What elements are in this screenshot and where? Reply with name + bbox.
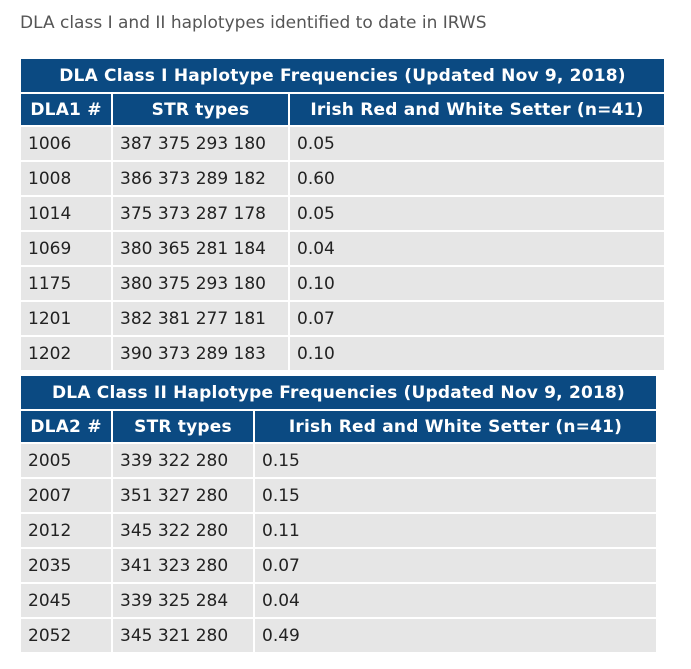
str-types-cell: 380 365 281 184 [113,232,288,265]
table-row: 1006 387 375 293 180 0.05 [21,127,664,160]
haplotype-id-cell: 2052 [21,619,111,652]
frequency-cell: 0.04 [290,232,664,265]
haplotype-id-cell: 1006 [21,127,111,160]
str-types-cell: 386 373 289 182 [113,162,288,195]
table-row: 2052 345 321 280 0.49 [21,619,656,652]
table-row: 2035 341 323 280 0.07 [21,549,656,582]
table-row: 1202 390 373 289 183 0.10 [21,337,664,370]
page-title: DLA class I and II haplotypes identified… [20,13,487,33]
table-row: 1069 380 365 281 184 0.04 [21,232,664,265]
str-types-cell: 380 375 293 180 [113,267,288,300]
frequency-cell: 0.11 [255,514,656,547]
table-row: 1014 375 373 287 178 0.05 [21,197,664,230]
haplotype-id-cell: 2045 [21,584,111,617]
class1-header-str: STR types [113,94,288,125]
frequency-cell: 0.15 [255,444,656,477]
class2-header-dla: DLA2 # [21,411,111,442]
class1-haplotype-table: DLA Class I Haplotype Frequencies (Updat… [19,57,666,372]
class2-table-body: 2005 339 322 280 0.15 2007 351 327 280 0.15 20… [21,444,656,652]
haplotype-id-cell: 2007 [21,479,111,512]
haplotype-id-cell: 2005 [21,444,111,477]
class2-haplotype-table: DLA Class II Haplotype Frequencies (Upda… [19,374,658,654]
haplotype-id-cell: 2012 [21,514,111,547]
haplotype-id-cell: 2035 [21,549,111,582]
str-types-cell: 375 373 287 178 [113,197,288,230]
frequency-cell: 0.60 [290,162,664,195]
frequency-cell: 0.10 [290,337,664,370]
haplotype-id-cell: 1008 [21,162,111,195]
table-row: 2012 345 322 280 0.11 [21,514,656,547]
table-row: 1201 382 381 277 181 0.07 [21,302,664,335]
table-row: 2007 351 327 280 0.15 [21,479,656,512]
str-types-cell: 339 322 280 [113,444,253,477]
table-row: 1175 380 375 293 180 0.10 [21,267,664,300]
frequency-cell: 0.49 [255,619,656,652]
str-types-cell: 339 325 284 [113,584,253,617]
frequency-cell: 0.07 [255,549,656,582]
str-types-cell: 387 375 293 180 [113,127,288,160]
str-types-cell: 345 321 280 [113,619,253,652]
str-types-cell: 341 323 280 [113,549,253,582]
frequency-cell: 0.05 [290,197,664,230]
str-types-cell: 382 381 277 181 [113,302,288,335]
class1-table-caption: DLA Class I Haplotype Frequencies (Updat… [21,59,664,92]
haplotype-id-cell: 1202 [21,337,111,370]
class1-table-body: 1006 387 375 293 180 0.05 1008 386 373 289 1… [21,127,664,370]
frequency-cell: 0.10 [290,267,664,300]
str-types-cell: 345 322 280 [113,514,253,547]
table-row: 2005 339 322 280 0.15 [21,444,656,477]
frequency-cell: 0.04 [255,584,656,617]
str-types-cell: 351 327 280 [113,479,253,512]
class1-header-dla: DLA1 # [21,94,111,125]
class1-header-breed: Irish Red and White Setter (n=41) [290,94,664,125]
frequency-cell: 0.15 [255,479,656,512]
haplotype-id-cell: 1014 [21,197,111,230]
class2-table-caption: DLA Class II Haplotype Frequencies (Upda… [21,376,656,409]
frequency-cell: 0.05 [290,127,664,160]
frequency-cell: 0.07 [290,302,664,335]
table-row: 1008 386 373 289 182 0.60 [21,162,664,195]
table-row: 2045 339 325 284 0.04 [21,584,656,617]
str-types-cell: 390 373 289 183 [113,337,288,370]
haplotype-id-cell: 1069 [21,232,111,265]
haplotype-id-cell: 1201 [21,302,111,335]
haplotype-id-cell: 1175 [21,267,111,300]
class2-header-str: STR types [113,411,253,442]
class2-header-breed: Irish Red and White Setter (n=41) [255,411,656,442]
